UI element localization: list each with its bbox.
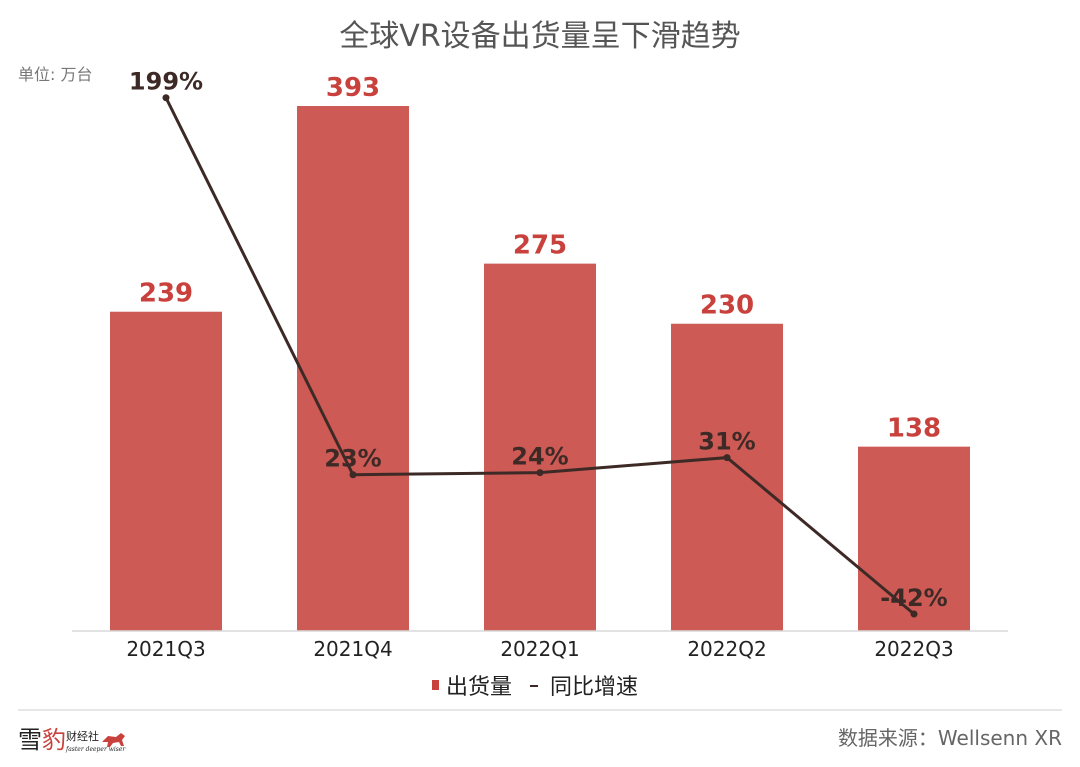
bar-label: 239: [139, 279, 193, 309]
bar-2022Q2: [671, 323, 783, 631]
x-tick-label: 2022Q1: [500, 637, 579, 661]
growth-point: [723, 454, 731, 462]
logo: 雪 豹 财经社 faster deeper wiser: [18, 726, 126, 754]
bar-label: 275: [513, 231, 567, 261]
growth-label: -42%: [880, 584, 947, 612]
growth-label: 199%: [129, 68, 203, 96]
bar-label: 230: [700, 291, 754, 321]
bar-2022Q3: [858, 446, 970, 631]
bar-2021Q3: [110, 311, 222, 631]
growth-label: 31%: [698, 428, 755, 456]
svg-text:财经社: 财经社: [66, 729, 99, 743]
growth-label: 24%: [511, 443, 568, 471]
growth-point: [536, 469, 544, 477]
legend-bar-swatch: [432, 680, 439, 690]
growth-point: [349, 471, 357, 479]
bar-label: 138: [887, 414, 941, 444]
legend-bar-label: 出货量: [446, 675, 512, 700]
x-tick-label: 2021Q4: [313, 637, 392, 661]
bar-2022Q1: [484, 263, 596, 631]
bar-2021Q4: [297, 106, 409, 631]
svg-text:豹: 豹: [42, 726, 66, 754]
growth-label: 23%: [324, 445, 381, 473]
svg-text:faster deeper wiser: faster deeper wiser: [65, 746, 126, 753]
x-tick-label: 2022Q2: [687, 637, 766, 661]
growth-point: [162, 94, 170, 102]
x-tick-label: 2021Q3: [126, 637, 205, 661]
source-text: 数据来源：Wellsenn XR: [838, 726, 1062, 750]
growth-point: [910, 610, 918, 618]
x-tick-label: 2022Q3: [874, 637, 953, 661]
legend-line-swatch: [530, 685, 538, 687]
legend-line-label: 同比增速: [550, 675, 638, 700]
chart-title: 全球VR设备出货量呈下滑趋势: [339, 19, 740, 54]
bar-label: 393: [326, 73, 380, 103]
legend: 出货量 同比增速: [432, 675, 638, 700]
unit-label: 单位: 万台: [18, 65, 92, 84]
svg-text:雪: 雪: [18, 726, 42, 754]
